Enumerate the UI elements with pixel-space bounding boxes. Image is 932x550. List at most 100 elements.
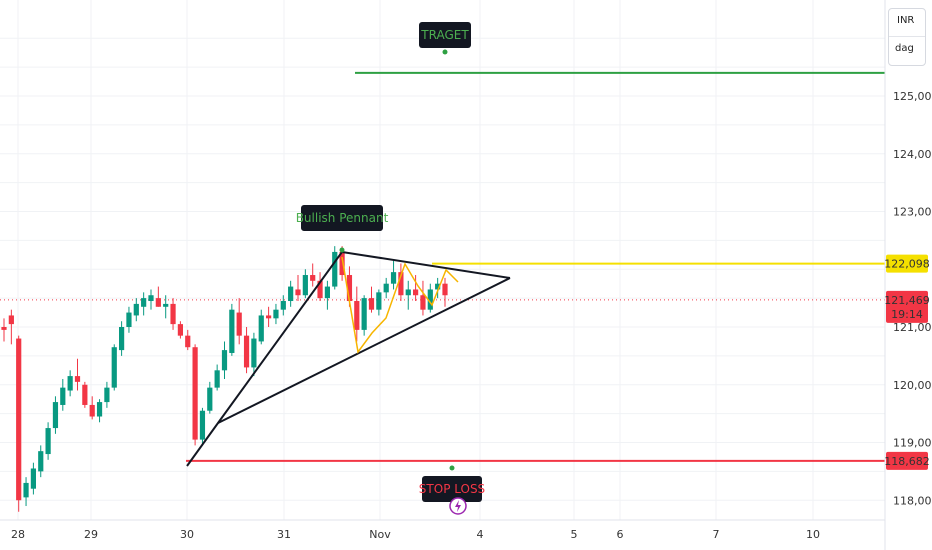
candle bbox=[442, 277, 448, 307]
target-label-box bbox=[419, 22, 471, 48]
candle-body bbox=[354, 301, 360, 330]
candle bbox=[96, 399, 103, 423]
candle bbox=[427, 283, 433, 313]
candle-body bbox=[288, 286, 294, 302]
candle bbox=[383, 277, 389, 299]
grid bbox=[0, 0, 885, 520]
candle bbox=[258, 309, 264, 345]
timeframe-label: dag bbox=[895, 43, 914, 54]
candle-body bbox=[192, 347, 198, 440]
y-tick-label: 123,000 bbox=[893, 206, 932, 219]
candle-body bbox=[52, 402, 59, 429]
y-tick-label: 124,000 bbox=[893, 148, 932, 161]
x-tick-label: 29 bbox=[84, 528, 98, 541]
candle-body bbox=[427, 289, 433, 310]
candle bbox=[221, 341, 228, 379]
candle-body bbox=[30, 468, 36, 489]
candle-body bbox=[390, 272, 397, 284]
candle-body bbox=[155, 298, 161, 307]
candle bbox=[354, 286, 360, 342]
candle-body bbox=[302, 275, 308, 296]
candle bbox=[126, 306, 132, 333]
candle-body bbox=[8, 315, 14, 325]
candles bbox=[1, 246, 448, 512]
candle-body bbox=[163, 303, 169, 307]
stop-loss-label-box bbox=[422, 476, 482, 502]
candle-body bbox=[266, 315, 272, 319]
candle bbox=[52, 396, 59, 434]
candle bbox=[229, 303, 235, 356]
candle bbox=[192, 344, 198, 446]
current-price-tag-text: 19:14 bbox=[891, 308, 923, 321]
candle bbox=[177, 321, 183, 339]
candle bbox=[435, 277, 441, 299]
pennant-upper-line bbox=[341, 251, 511, 279]
x-tick-label: Nov bbox=[369, 528, 391, 541]
candle-body bbox=[104, 387, 110, 403]
y-tick-label: 119,000 bbox=[893, 437, 932, 450]
candle-body bbox=[1, 327, 7, 330]
candle-body bbox=[177, 324, 183, 336]
candle-body bbox=[361, 298, 367, 330]
candle-body bbox=[251, 338, 257, 368]
y-tick-label: 118,000 bbox=[893, 494, 932, 507]
candle bbox=[413, 275, 419, 302]
candle bbox=[390, 260, 397, 290]
pattern-label-box bbox=[301, 205, 383, 231]
candle bbox=[273, 303, 279, 325]
candle-body bbox=[89, 404, 95, 417]
candle bbox=[16, 335, 22, 512]
stop-loss-anchor-marker bbox=[449, 465, 455, 471]
candle bbox=[185, 329, 191, 351]
candle-body bbox=[332, 251, 338, 287]
candle-body bbox=[273, 309, 279, 319]
candle bbox=[60, 378, 66, 411]
candle bbox=[266, 306, 272, 327]
candle-body bbox=[23, 482, 29, 498]
candle bbox=[405, 280, 411, 310]
stop-loss-label-text: STOP LOSS bbox=[419, 482, 485, 496]
candle-body bbox=[67, 376, 73, 391]
candle bbox=[155, 286, 161, 307]
current-price-tag-box bbox=[886, 290, 928, 323]
candle bbox=[236, 298, 242, 345]
y-tick-label: 121,000 bbox=[893, 321, 932, 334]
candle-body bbox=[207, 387, 213, 411]
candle bbox=[1, 318, 7, 342]
candle bbox=[82, 381, 88, 408]
candle bbox=[170, 298, 176, 330]
candle bbox=[133, 298, 139, 322]
resistance-price-tag-box bbox=[886, 254, 928, 273]
candle-body bbox=[324, 286, 330, 299]
candle bbox=[207, 381, 213, 414]
x-tick-label: 30 bbox=[180, 528, 194, 541]
candle bbox=[74, 358, 81, 391]
candle bbox=[141, 292, 147, 316]
candle-body bbox=[398, 272, 404, 296]
x-tick-label: 28 bbox=[11, 528, 25, 541]
candle bbox=[199, 407, 206, 446]
x-tick-label: 31 bbox=[277, 528, 291, 541]
candle-body bbox=[185, 335, 191, 348]
candle-body bbox=[60, 387, 66, 405]
candle-body bbox=[435, 283, 441, 290]
candle bbox=[214, 364, 220, 391]
candle bbox=[420, 280, 426, 316]
candle bbox=[295, 275, 301, 302]
candle-body bbox=[221, 350, 228, 371]
candle-body bbox=[148, 295, 154, 302]
currency-badge[interactable]: INR dag bbox=[888, 8, 926, 66]
candle-body bbox=[420, 295, 426, 310]
candle-body bbox=[126, 312, 132, 327]
candle bbox=[163, 295, 169, 319]
candle-body bbox=[295, 289, 301, 296]
x-tick-label: 5 bbox=[571, 528, 578, 541]
x-tick-label: 7 bbox=[713, 528, 720, 541]
candle-body bbox=[405, 289, 411, 296]
candle bbox=[280, 295, 286, 316]
candle bbox=[119, 321, 125, 356]
candle bbox=[243, 327, 250, 374]
candle-body bbox=[413, 289, 419, 296]
candle bbox=[30, 462, 36, 495]
